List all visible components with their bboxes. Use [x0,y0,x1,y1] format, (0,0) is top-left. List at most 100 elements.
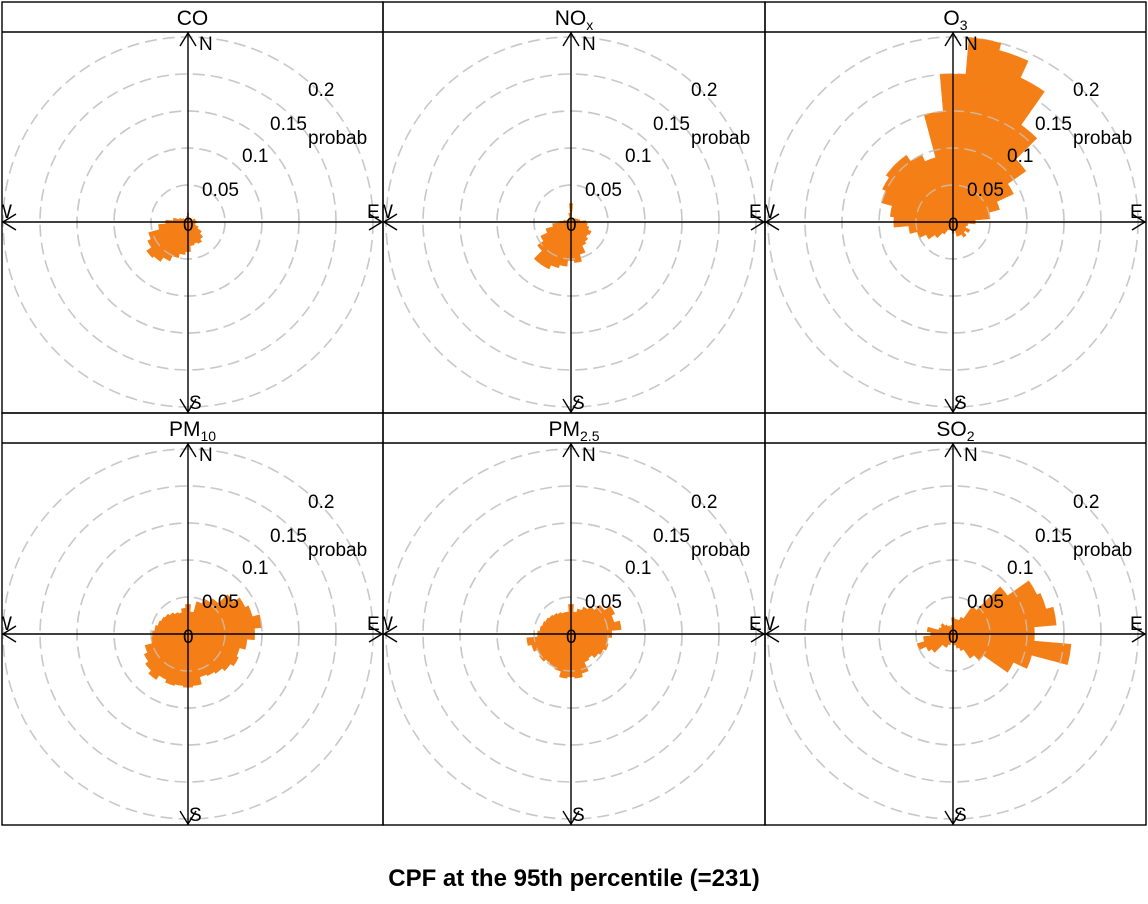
compass-w: W [0,614,12,635]
arrow-south [179,398,197,413]
rose-bar [545,221,572,234]
compass-w: W [375,614,393,635]
radial-label: 0.05 [202,592,239,613]
rose-bar [145,633,189,672]
rose-bar [146,221,189,259]
compass-w: W [375,202,393,223]
rose-bar [552,612,572,635]
rose-bar [533,221,572,265]
compass-e: E [749,202,762,223]
rose-bar [540,221,572,242]
rose-bar [169,612,189,635]
arrow-east [1131,213,1146,231]
rose-bar [952,633,975,659]
panel-title: NOx [555,7,594,33]
rose-bar [160,616,189,635]
arrow-east [368,213,383,231]
rose-bar [952,183,1014,223]
arrow-north [944,32,962,47]
rose-bar [187,633,231,672]
rose-bar [165,633,189,686]
compass-e: E [749,614,762,635]
arrow-east [1131,625,1146,643]
radial-label: 0.15 [653,114,690,135]
panel-title-sub: 2 [967,428,975,444]
compass-w: W [757,614,775,635]
compass-s: S [189,393,202,414]
panel-title-sub: 2.5 [580,428,600,444]
rose-bar [952,606,1057,635]
radial-label: 0.15 [1035,114,1072,135]
plot-area: N S W E 0 0.050.10.150.2 probab [757,32,1146,413]
radial-label: 0.05 [585,592,622,613]
arrow-west [2,625,17,643]
rose-bar [557,612,572,635]
rose-bar [148,221,189,240]
rose-bar [952,37,1002,223]
compass-s: S [572,805,585,826]
plot-area: N S W E 0 0.050.10.150.2 probab [757,443,1146,825]
arrow-south [562,810,580,825]
rose-bar [944,624,954,635]
panel-title-sub: 10 [200,428,216,444]
rose-bar [923,633,954,643]
arrow-east [750,213,765,231]
rose-bar [952,201,1000,223]
arrow-west [383,625,398,643]
panel-title: O3 [943,7,967,33]
plot-area: N S W E 0 0.050.10.150.2 probab [2,32,383,414]
arrow-south [944,810,962,825]
rose-bar [526,633,572,646]
arrow-east [750,625,765,643]
compass-s: S [572,393,585,414]
radial-axis-label: probab [308,540,367,561]
radial-label: 0.2 [691,492,717,513]
arrow-north [562,443,580,458]
arrow-west [765,625,780,643]
radial-label: 0.2 [691,80,717,101]
arrow-north [179,32,197,47]
panel-border [764,412,1147,826]
rose-bar [552,221,572,228]
rose-bar [570,633,583,679]
radial-label: 0.1 [242,558,268,579]
arrow-south [179,810,197,825]
rose-bar [952,633,1014,673]
panel-pm10: N S W E 0 0.050.10.150.2 probab PM10 [0,412,384,826]
rose-bar [947,625,954,635]
radial-axis-label: probab [691,128,750,149]
panel-title-main: PM [549,418,581,441]
radial-label: 0.05 [967,592,1004,613]
panel-border [382,1,766,414]
compass-n: N [582,445,596,466]
compass-s: S [189,805,202,826]
rose-bar [570,221,582,263]
radial-axis-label: probab [308,128,367,149]
panel-title-main: CO [177,7,209,30]
arrow-east [368,625,383,643]
rose-bar [158,221,189,231]
radial-label: 0 [948,215,959,236]
panel-co: N S W E 0 0.050.10.150.2 probab CO [1,1,384,414]
rose-bar [952,633,957,646]
radial-axis-label: probab [1073,128,1132,149]
plot-area: N S W E 0 0.050.10.150.2 probab [375,32,765,414]
panel-pm25: N S W E 0 0.050.10.150.2 probab PM2.5 [375,412,766,826]
rose-bar [144,633,189,654]
radial-axis-label: probab [1073,540,1132,561]
radial-label: 0.05 [967,180,1004,201]
panel-title-main: O [943,7,959,30]
rose-bar [187,633,223,674]
compass-w: W [757,202,775,223]
panel-title: CO [177,7,209,30]
panel-title-sub: 3 [960,17,968,33]
arrow-north [179,443,197,458]
rose-bar [187,633,239,667]
arrow-south [944,398,962,413]
panel-title-main: SO [936,418,966,441]
rose-bar [952,633,960,649]
compass-e: E [1130,614,1143,635]
rose-bar [952,221,967,238]
rose-bar [537,221,572,252]
